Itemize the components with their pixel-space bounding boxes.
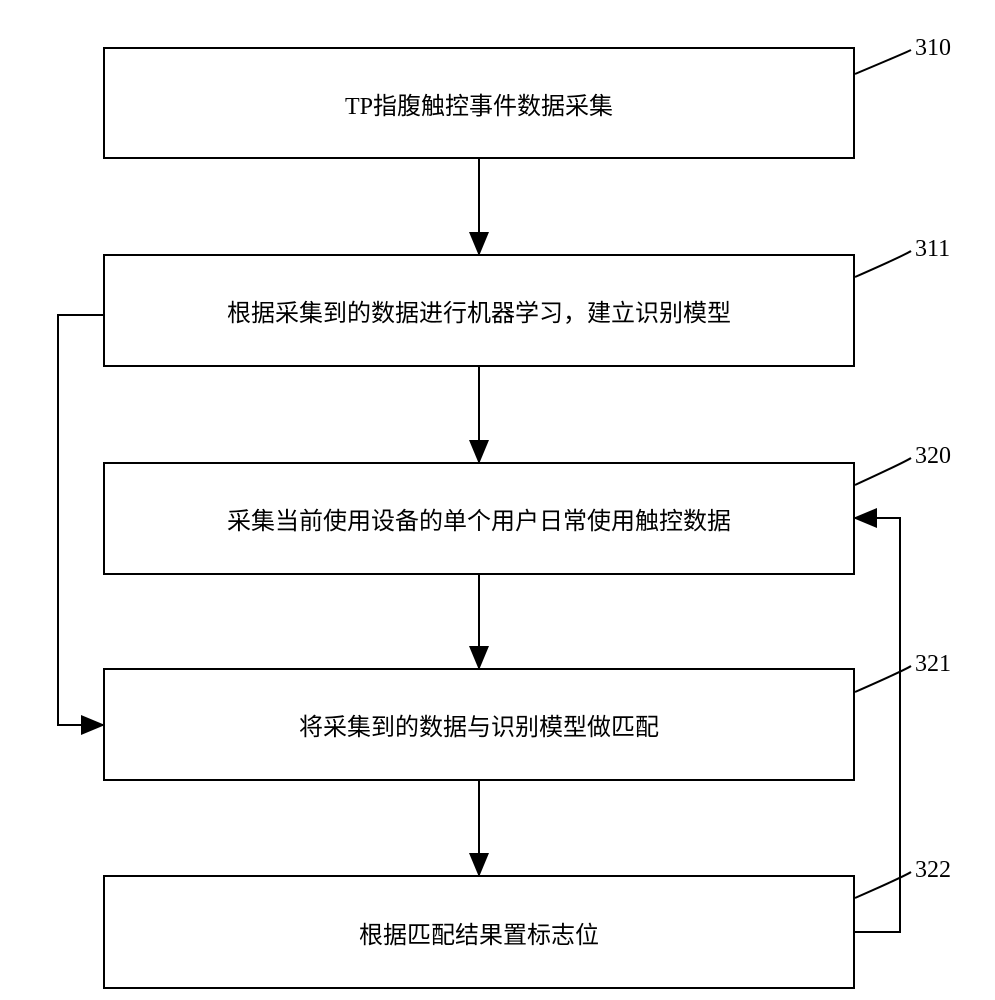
flow-box-310: TP指腹触控事件数据采集 [103, 47, 855, 159]
flow-box-label: 根据采集到的数据进行机器学习，建立识别模型 [227, 293, 731, 328]
step-label-311: 311 [915, 236, 950, 263]
step-label-320: 320 [915, 443, 951, 470]
step-label-310: 310 [915, 35, 951, 62]
flow-box-320: 采集当前使用设备的单个用户日常使用触控数据 [103, 462, 855, 575]
flow-box-322: 根据匹配结果置标志位 [103, 875, 855, 989]
flow-box-label: 根据匹配结果置标志位 [359, 915, 599, 950]
step-label-321: 321 [915, 651, 951, 678]
flow-box-label: TP指腹触控事件数据采集 [345, 86, 613, 121]
flowchart-container: TP指腹触控事件数据采集根据采集到的数据进行机器学习，建立识别模型采集当前使用设… [0, 0, 995, 1000]
flow-box-321: 将采集到的数据与识别模型做匹配 [103, 668, 855, 781]
step-label-322: 322 [915, 857, 951, 884]
flow-box-label: 将采集到的数据与识别模型做匹配 [299, 707, 659, 742]
flow-box-label: 采集当前使用设备的单个用户日常使用触控数据 [227, 501, 731, 536]
flow-box-311: 根据采集到的数据进行机器学习，建立识别模型 [103, 254, 855, 367]
